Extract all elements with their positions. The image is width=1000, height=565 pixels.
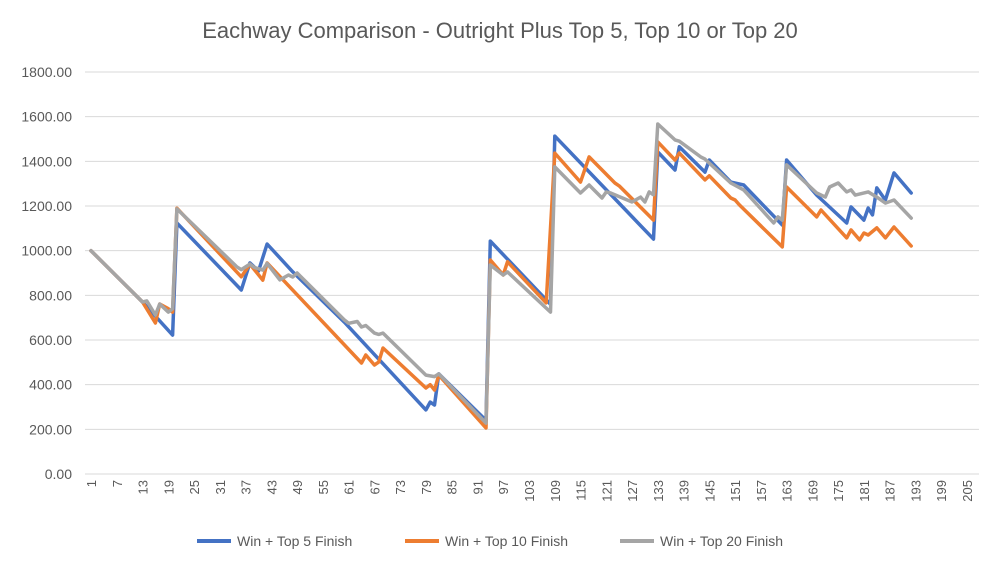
- x-tick-label: 199: [934, 480, 949, 502]
- x-tick-label: 85: [445, 480, 460, 494]
- x-tick-label: 49: [290, 480, 305, 494]
- legend-item: Win + Top 10 Finish: [405, 533, 568, 549]
- x-tick-label: 109: [548, 480, 563, 502]
- y-tick-label: 1200.00: [21, 198, 72, 214]
- series-line-2: [89, 140, 913, 430]
- x-tick-label: 37: [239, 480, 254, 494]
- x-tick-label: 31: [213, 480, 228, 494]
- x-tick-label: 175: [831, 480, 846, 502]
- y-tick-label: 1400.00: [21, 153, 72, 169]
- x-tick-label: 181: [857, 480, 872, 502]
- chart-title: Eachway Comparison - Outright Plus Top 5…: [202, 18, 798, 43]
- y-tick-label: 400.00: [29, 377, 72, 393]
- y-tick-label: 800.00: [29, 287, 72, 303]
- x-tick-label: 133: [651, 480, 666, 502]
- series-line-1: [89, 134, 913, 423]
- x-tick-label: 169: [805, 480, 820, 502]
- legend-label: Win + Top 10 Finish: [445, 533, 569, 549]
- x-tick-label: 121: [599, 480, 614, 502]
- x-tick-label: 103: [522, 480, 537, 502]
- legend: Win + Top 5 Finish Win + Top 10 Finish Win…: [0, 533, 1000, 555]
- legend-item: Win + Top 20 Finish: [620, 533, 783, 549]
- x-tick-label: 187: [883, 480, 898, 502]
- x-tick-label: 25: [187, 480, 202, 494]
- x-tick-label: 1: [84, 480, 99, 487]
- x-tick-label: 7: [110, 480, 125, 487]
- x-tick-label: 13: [136, 480, 151, 494]
- x-tick-label: 61: [342, 480, 357, 494]
- legend-line-icon: [405, 539, 439, 543]
- x-tick-label: 151: [728, 480, 743, 502]
- x-tick-label: 73: [393, 480, 408, 494]
- y-tick-label: 600.00: [29, 332, 72, 348]
- x-tick-label: 139: [677, 480, 692, 502]
- x-tick-label: 205: [960, 480, 975, 502]
- x-tick-label: 79: [419, 480, 434, 494]
- y-tick-label: 1600.00: [21, 109, 72, 125]
- x-tick-label: 193: [908, 480, 923, 502]
- x-tick-label: 127: [625, 480, 640, 502]
- x-tick-label: 115: [574, 480, 589, 501]
- x-tick-label: 55: [316, 480, 331, 494]
- legend-label: Win + Top 20 Finish: [660, 533, 784, 549]
- y-tick-label: 1000.00: [21, 243, 72, 259]
- x-tick-label: 19: [161, 480, 176, 494]
- legend-line-icon: [620, 539, 654, 543]
- x-tick-label: 145: [702, 480, 717, 502]
- y-tick-label: 0.00: [45, 466, 72, 482]
- x-tick-label: 67: [367, 480, 382, 494]
- y-tick-label: 1800.00: [21, 64, 72, 80]
- y-tick-label: 200.00: [29, 421, 72, 437]
- x-tick-label: 163: [780, 480, 795, 502]
- x-tick-label: 91: [470, 480, 485, 494]
- series-line-3: [89, 122, 913, 425]
- legend-line-icon: [197, 539, 231, 543]
- x-tick-label: 43: [264, 480, 279, 494]
- legend-label: Win + Top 5 Finish: [237, 533, 353, 549]
- legend-item: Win + Top 5 Finish: [197, 533, 352, 549]
- x-tick-label: 97: [496, 480, 511, 494]
- x-tick-label: 157: [754, 480, 769, 502]
